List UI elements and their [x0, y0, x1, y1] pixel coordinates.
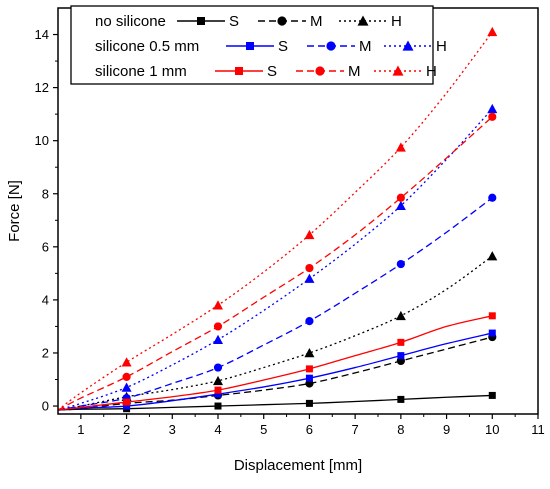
data-point-silicone-0-5-mm-s: [305, 374, 313, 382]
series-silicone-0-5-mm-h: [57, 103, 498, 411]
data-point-silicone-0-5-mm-m: [488, 193, 497, 202]
data-point-silicone-1-mm-h: [213, 300, 223, 310]
x-tick-label: 2: [123, 422, 130, 437]
data-point-no-silicone-s: [214, 402, 222, 410]
data-point-silicone-1-mm-h: [487, 26, 498, 37]
data-point-no-silicone-s: [488, 391, 496, 399]
legend-group-label: no silicone: [95, 13, 166, 30]
series-line-silicone-0-5-mm-s: [57, 332, 493, 411]
legend-series-label: H: [391, 13, 402, 30]
data-point-silicone-1-mm-m: [305, 263, 314, 273]
data-point-silicone-0-5-mm-s: [214, 390, 222, 398]
series-line-silicone-1-mm-h: [57, 31, 493, 411]
x-tick-label: 3: [169, 422, 176, 437]
data-point-silicone-0-5-mm-s: [488, 329, 496, 337]
x-tick-label: 5: [260, 422, 267, 437]
x-tick-label: 11: [531, 422, 545, 437]
legend-marker: [357, 15, 369, 26]
legend-series-label: M: [310, 13, 323, 30]
y-tick-label: 6: [42, 239, 49, 254]
data-point-silicone-1-mm-h: [121, 357, 132, 367]
legend-marker: [315, 66, 325, 76]
series-no-silicone-h: [57, 251, 498, 411]
data-point-silicone-1-mm-m: [213, 322, 223, 331]
y-tick-label: 12: [35, 80, 49, 95]
data-point-silicone-0-5-mm-m: [213, 363, 223, 372]
series-silicone-1-mm-m: [57, 112, 497, 411]
data-point-no-silicone-s: [305, 399, 313, 407]
data-point-silicone-1-mm-h: [395, 142, 406, 152]
data-point-silicone-1-mm-m: [488, 112, 497, 121]
series-line-no-silicone-h: [57, 255, 493, 411]
data-point-silicone-0-5-mm-h: [304, 273, 315, 283]
legend-marker: [197, 17, 205, 25]
series-silicone-1-mm-h: [57, 26, 498, 411]
data-point-silicone-0-5-mm-h: [487, 103, 498, 114]
data-point-silicone-1-mm-s: [214, 386, 222, 394]
legend-group-label: silicone 0.5 mm: [95, 38, 199, 55]
legend-series-label: S: [278, 38, 288, 55]
x-tick-label: 6: [306, 422, 313, 437]
legend-series-label: S: [267, 63, 277, 80]
data-point-silicone-1-mm-m: [122, 372, 131, 381]
data-point-silicone-0-5-mm-h: [121, 382, 132, 392]
data-point-no-silicone-h: [213, 375, 223, 386]
y-axis-title: Force [N]: [6, 180, 23, 242]
legend-series-label: M: [348, 63, 361, 80]
data-point-silicone-0-5-mm-m: [305, 317, 314, 326]
data-point-silicone-0-5-mm-s: [397, 352, 405, 360]
y-tick-label: 10: [35, 133, 49, 148]
data-point-silicone-1-mm-h: [304, 229, 315, 240]
x-axis-title: Displacement [mm]: [234, 457, 362, 474]
legend-marker: [246, 42, 254, 50]
series-line-silicone-0-5-mm-m: [57, 197, 493, 411]
legend-group-label: silicone 1 mm: [95, 63, 187, 80]
legend-series-label: M: [359, 38, 372, 55]
series-line-silicone-0-5-mm-h: [57, 108, 493, 411]
data-point-no-silicone-h: [304, 347, 315, 358]
x-tick-label: 9: [443, 422, 450, 437]
y-tick-label: 14: [35, 27, 49, 42]
data-point-silicone-1-mm-s: [397, 338, 405, 346]
y-tick-label: 8: [42, 186, 49, 201]
data-point-silicone-0-5-mm-h: [395, 200, 406, 210]
x-tick-label: 1: [77, 422, 84, 437]
y-tick-label: 4: [42, 292, 49, 307]
legend-series-label: H: [436, 38, 447, 55]
x-tick-label: 4: [214, 422, 221, 437]
data-point-no-silicone-h: [487, 251, 498, 261]
data-point-silicone-0-5-mm-s: [123, 402, 131, 410]
data-point-no-silicone-h: [395, 310, 406, 321]
legend-marker: [277, 16, 287, 26]
legend-marker: [392, 65, 404, 76]
x-tick-label: 7: [352, 422, 359, 437]
series-silicone-0-5-mm-s: [57, 329, 496, 411]
y-tick-label: 2: [42, 345, 49, 360]
series-silicone-1-mm-s: [57, 312, 496, 411]
data-point-silicone-1-mm-s: [488, 312, 496, 320]
x-tick-label: 10: [485, 422, 499, 437]
data-point-silicone-1-mm-m: [396, 193, 405, 202]
legend-series-label: S: [229, 13, 239, 30]
legend-marker: [235, 67, 243, 75]
data-point-silicone-1-mm-s: [305, 365, 313, 373]
legend-marker: [402, 40, 414, 51]
data-point-no-silicone-s: [397, 395, 405, 403]
y-tick-label: 0: [42, 399, 49, 414]
legend-marker: [326, 41, 336, 51]
data-point-silicone-0-5-mm-h: [213, 334, 223, 344]
data-point-silicone-0-5-mm-m: [396, 259, 405, 269]
series-line-no-silicone-s: [57, 394, 493, 411]
data-point-silicone-1-mm-s: [123, 398, 131, 406]
series-line-silicone-1-mm-m: [57, 116, 493, 411]
series-line-silicone-1-mm-s: [57, 315, 493, 411]
x-tick-label: 8: [397, 422, 404, 437]
legend-series-label: H: [426, 63, 437, 80]
